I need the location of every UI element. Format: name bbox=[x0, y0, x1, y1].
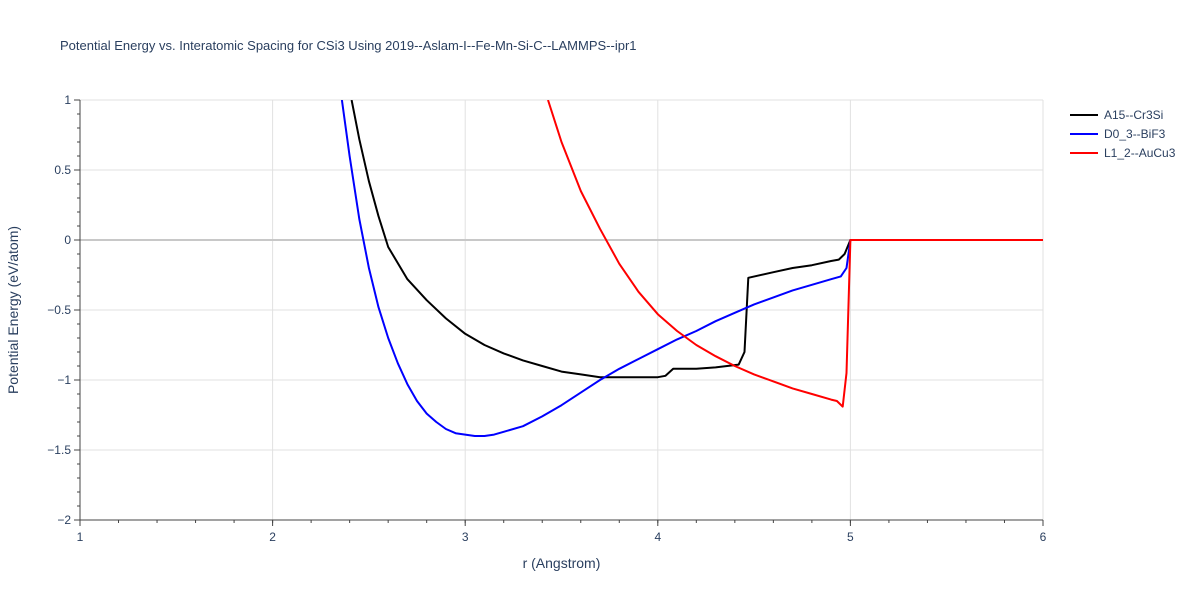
x-axis-label: r (Angstrom) bbox=[523, 555, 601, 571]
chart-title: Potential Energy vs. Interatomic Spacing… bbox=[60, 38, 637, 53]
y-tick-label: 0.5 bbox=[54, 163, 71, 177]
legend-label-1: A15--Cr3Si bbox=[1104, 108, 1163, 122]
series-line-3 bbox=[547, 100, 1043, 408]
y-axis-label: Potential Energy (eV/atom) bbox=[5, 226, 21, 394]
series-lines bbox=[340, 100, 1043, 437]
series-line-2 bbox=[340, 100, 1043, 437]
y-tick-label: 1 bbox=[64, 93, 71, 107]
y-tick-label: −1 bbox=[57, 373, 71, 387]
y-tick-label: 0 bbox=[64, 233, 71, 247]
y-tick-label: −1.5 bbox=[47, 443, 71, 457]
legend-label-2: D0_3--BiF3 bbox=[1104, 127, 1166, 141]
legend: A15--Cr3Si D0_3--BiF3 L1_2--AuCu3 bbox=[1070, 108, 1176, 160]
series-line-1 bbox=[350, 100, 1043, 379]
y-tick-label: −2 bbox=[57, 513, 71, 527]
x-tick-label: 3 bbox=[462, 530, 469, 544]
x-tick-label: 5 bbox=[847, 530, 854, 544]
x-tick-label: 1 bbox=[77, 530, 84, 544]
y-tick-label: −0.5 bbox=[47, 303, 71, 317]
x-axis: 1 2 3 4 5 6 bbox=[77, 519, 1047, 544]
legend-label-3: L1_2--AuCu3 bbox=[1104, 146, 1176, 160]
x-tick-label: 6 bbox=[1040, 530, 1047, 544]
y-axis: 1 0.5 0 −0.5 −1 −1.5 −2 bbox=[47, 93, 81, 527]
grid bbox=[80, 99, 1044, 520]
x-tick-label: 2 bbox=[269, 530, 276, 544]
x-tick-label: 4 bbox=[654, 530, 661, 544]
